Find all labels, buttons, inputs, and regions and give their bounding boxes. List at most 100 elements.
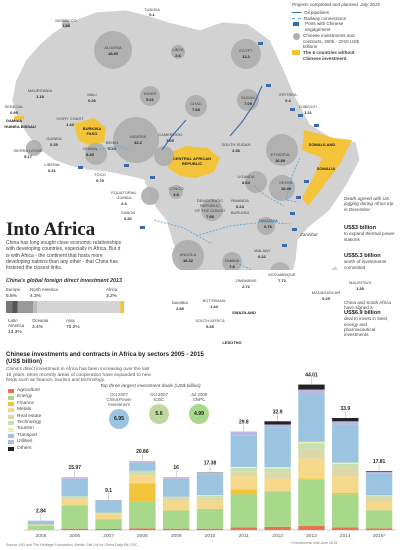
bar-total-label: 16 (173, 465, 179, 471)
bar-segment (129, 472, 156, 476)
annotation-zanzibar: Zanzibar (300, 232, 318, 237)
label-zimbabwe: ZIMBABWE (235, 278, 257, 283)
bar-segment (61, 498, 88, 506)
label-morocco: MOROCCO (55, 18, 76, 23)
label-madagascar: MADAGASCAR (312, 290, 341, 295)
somalia-shape (302, 130, 352, 206)
value-south-africa: 9.35 (206, 324, 215, 329)
label-ivory-coast: IVORY COAST (56, 116, 84, 121)
value-south-sudan: 2.36 (232, 148, 241, 153)
legend-label: Chinese investments and contracts, 2005 … (303, 33, 359, 50)
bar-segment (365, 471, 393, 474)
bar-total-label: 20.86 (136, 449, 149, 455)
bar-segment (365, 497, 393, 502)
intro-text: China has long sought close economic rel… (6, 240, 122, 272)
value-madagascar: 0.29 (322, 296, 331, 301)
railway-central (195, 221, 291, 237)
label-senegal: SENEGAL (5, 104, 25, 109)
southern-africa-labels: MOZAMBIQUE 7.72 ZIMBABWE 2.72 NAMIBIA 2.… (172, 272, 372, 345)
value-benin: 0.24 (108, 146, 117, 151)
label-mauritius: MAURITIUS (349, 280, 371, 285)
label-mali: MALI (87, 92, 96, 97)
label-guinea-bissau: GUINEA BISSAU (4, 124, 36, 129)
label-tunisia: TUNISIA (144, 7, 160, 12)
oil-pipelines (161, 85, 263, 151)
sector-legend-item: Utilities (8, 439, 41, 445)
share-label-oceania: Oceania (32, 318, 49, 323)
legend-item-circle: Chinese investments and contracts, 2005 … (292, 33, 398, 49)
bar-segment (61, 477, 88, 479)
legend-swatch (8, 408, 14, 413)
madagascar-shape (330, 266, 338, 270)
label-swaziland: SWAZILAND (232, 310, 256, 315)
deal-value: 5.6 (149, 404, 169, 424)
label-gambia: GAMBIA (6, 118, 22, 123)
bubble-tanzania (257, 217, 275, 235)
bar-segment (230, 467, 258, 472)
x-tick-label: 2015* (373, 533, 386, 539)
label-equatorial-guinea: EQUATORIAL (111, 190, 137, 195)
label-uganda: UGANDA (237, 174, 254, 179)
deal-year: Oct 2007 (150, 392, 168, 397)
share-label-north-america: North America (30, 287, 58, 292)
share-segment (6, 301, 13, 313)
port-icon (293, 22, 299, 27)
bar-segment (27, 520, 55, 522)
bar-segment (27, 524, 55, 527)
bar-segment (196, 497, 224, 501)
bar-segment (162, 478, 190, 497)
x-tick-label: 2014 (340, 533, 351, 539)
value-ivory-coast: 1.43 (66, 122, 75, 127)
value-morocco: 1.08 (62, 23, 71, 28)
value-tanzania: 6.76 (264, 224, 273, 229)
bubble-mozambique (270, 262, 290, 270)
share-value-latin-america: 13.3% (8, 329, 22, 334)
value-libya: 2.6 (175, 53, 181, 58)
bubble-niger (140, 86, 160, 106)
legend-label: The 6 countries without Chinese investme… (303, 50, 355, 61)
legend-item-orange: The 6 countries without Chinese investme… (292, 50, 398, 61)
railway-west (95, 145, 131, 151)
port-icon (124, 164, 129, 167)
africa-map: TUNISIA 0.1 MOROCCO 1.08 ALGERIA 18.69 L… (4, 7, 361, 270)
sector-chart-title: Chinese investments and contracts in Afr… (6, 351, 204, 365)
zanzibar-label: Zanzibar (300, 232, 318, 237)
share-label-asia: Asia (66, 318, 75, 323)
share-chart: Europe North America 5.5% 4.3% Africa 3.… (6, 287, 124, 334)
label-ghana: GHANA (83, 146, 98, 151)
label-sierra-leone: SIERRA LEONE (13, 148, 43, 153)
sector-legend-item: Others (8, 446, 41, 452)
share-segment (12, 301, 18, 313)
top-deals-title: Top three largest investment deals (US$ … (100, 384, 201, 389)
bubble-libya (171, 45, 185, 59)
share-value-africa: 3.2% (106, 293, 118, 299)
legend-swatch (8, 446, 14, 451)
value-rwanda: 0.24 (236, 204, 245, 209)
bar-segment (365, 510, 393, 529)
bar-total-label: 17.81 (373, 459, 386, 465)
value-gabon: 6.52 (124, 216, 133, 221)
label-drc-3: OF THE CONGO (195, 208, 226, 213)
annotation-sa-value: US$6.9 billion (344, 309, 381, 316)
port-icon (150, 176, 155, 179)
investment-bubbles (26, 20, 298, 270)
bubble-angola (172, 240, 204, 270)
x-tick-label: 2011 (239, 533, 250, 539)
bar-segment (230, 431, 258, 436)
bar-segment (95, 519, 122, 530)
bar-segment (129, 483, 156, 502)
value-cameroon: 7.05 (166, 138, 175, 143)
share-bar (6, 301, 124, 313)
label-eritrea: ERITREA (279, 92, 297, 97)
value-namibia: 2.85 (176, 306, 185, 311)
bar-segment (230, 494, 258, 528)
value-djibouti: 1.21 (304, 110, 313, 115)
bar-segment (196, 500, 224, 509)
label-car: CENTRAL AFRICAN (173, 156, 211, 161)
value-mali: 0.26 (88, 98, 97, 103)
sector-legend-item: Agriculture (8, 388, 41, 394)
bar-total-label: 17.38 (204, 461, 217, 467)
bar-segment (162, 496, 190, 498)
railway-tanzania (253, 185, 285, 207)
deal-year: Oct 2007 (110, 392, 128, 397)
